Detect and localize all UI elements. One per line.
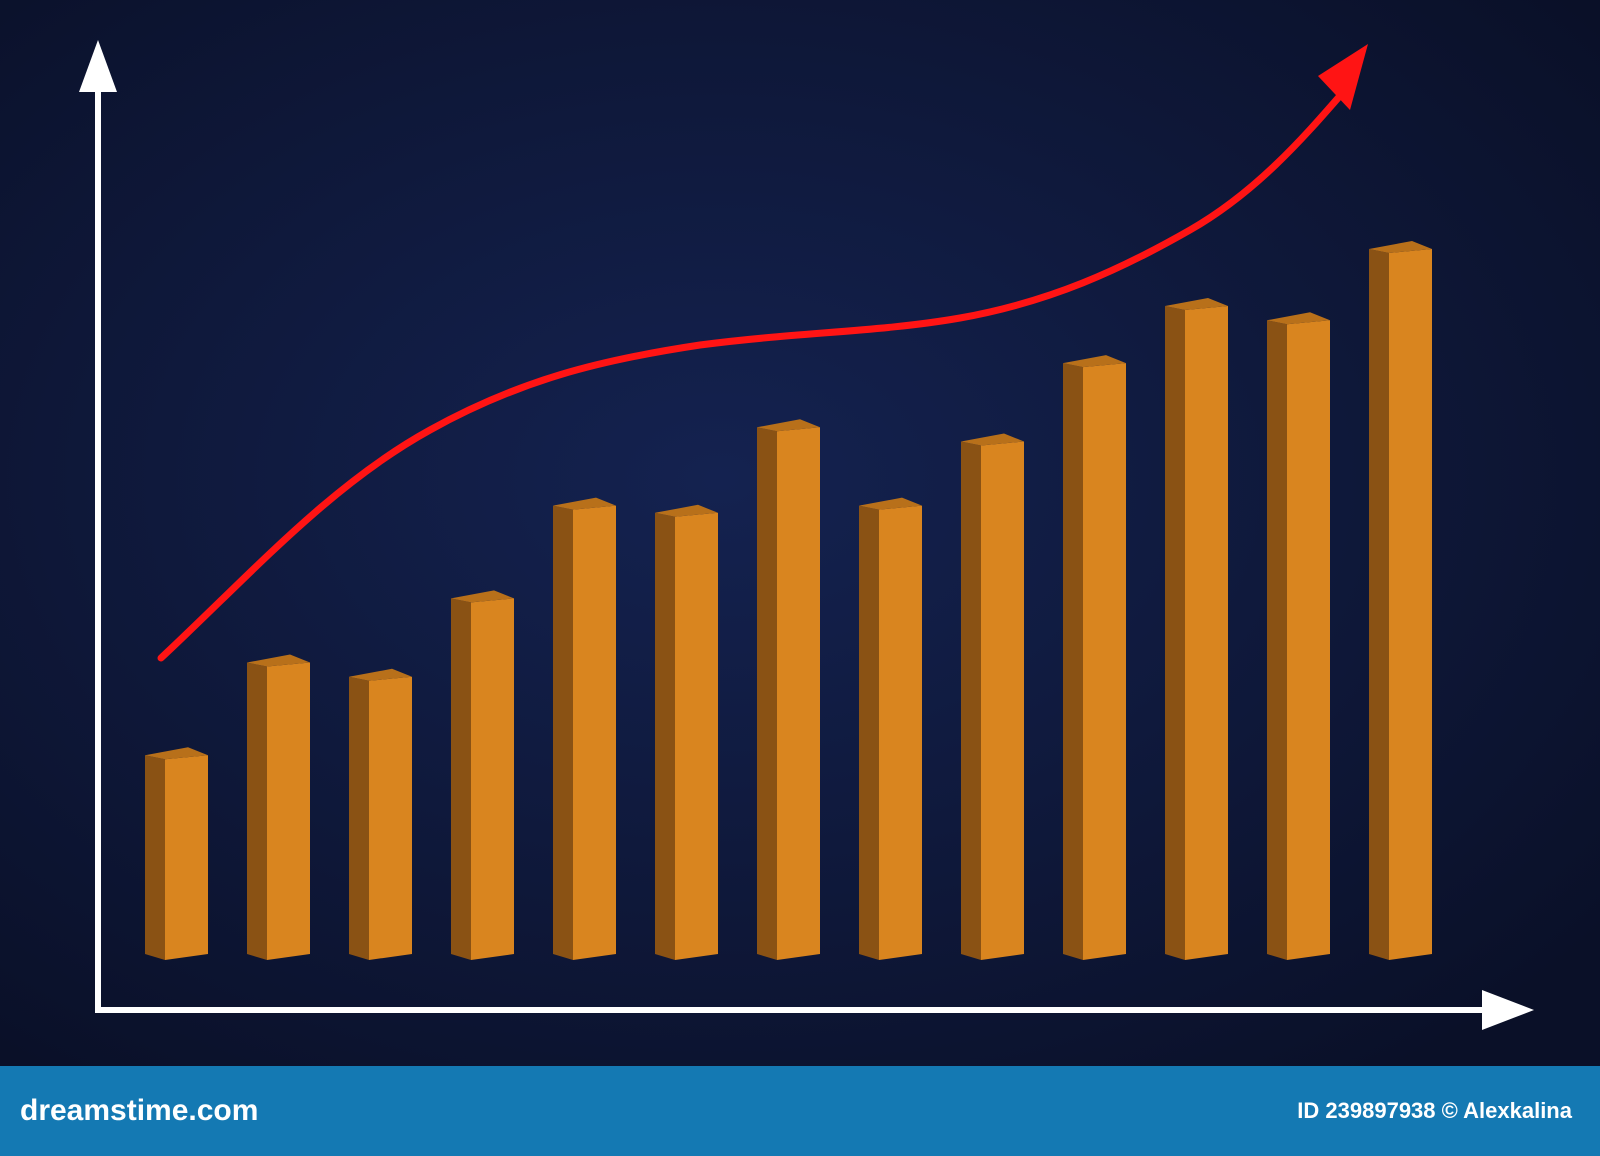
bar-front xyxy=(573,505,616,960)
bar-side xyxy=(757,427,777,960)
bar-front xyxy=(675,512,718,960)
bar-top xyxy=(859,497,922,510)
bar-side xyxy=(859,505,879,960)
bar-top xyxy=(553,497,616,510)
bar-front xyxy=(267,662,310,960)
bar-side xyxy=(655,512,675,960)
bar-side xyxy=(553,505,573,960)
bar-front xyxy=(1083,363,1126,961)
bar-side xyxy=(1369,249,1389,960)
bar-top xyxy=(1369,241,1432,253)
bar-top xyxy=(145,747,208,760)
x-axis-arrow xyxy=(1482,990,1534,1030)
footer-credit: ID 239897938 © Alexkalina xyxy=(1297,1098,1572,1123)
bar-top xyxy=(1267,312,1330,325)
bar-side xyxy=(349,676,369,960)
bar-top xyxy=(1165,298,1228,311)
bar-front xyxy=(471,598,514,960)
bar-front xyxy=(165,755,208,960)
bar-front xyxy=(1287,320,1330,960)
bar-top xyxy=(1063,355,1126,368)
bar-top xyxy=(655,504,718,517)
footer-band xyxy=(0,1066,1600,1156)
bar-side xyxy=(1267,320,1287,960)
bars xyxy=(145,241,1432,961)
footer-brand: dreamstime.com xyxy=(20,1094,258,1127)
bar-side xyxy=(1165,306,1185,960)
trend-arrow-head xyxy=(1318,44,1368,110)
bar-side xyxy=(961,441,981,960)
bar-side xyxy=(451,598,471,960)
y-axis-arrow xyxy=(79,40,117,92)
bar-front xyxy=(879,505,922,960)
bar-top xyxy=(349,668,412,681)
bar-side xyxy=(247,662,267,960)
bar-front xyxy=(981,441,1024,960)
trend-arrow xyxy=(157,86,1349,662)
bar-top xyxy=(451,590,514,603)
bar-front xyxy=(369,676,412,960)
bar-top xyxy=(247,654,310,667)
bar-front xyxy=(1389,249,1432,960)
bar-top xyxy=(757,419,820,432)
bar-front xyxy=(1185,306,1228,960)
bar-top xyxy=(961,433,1024,446)
bar-front xyxy=(777,427,820,960)
bar-side xyxy=(1063,363,1083,961)
bar-side xyxy=(145,755,165,960)
